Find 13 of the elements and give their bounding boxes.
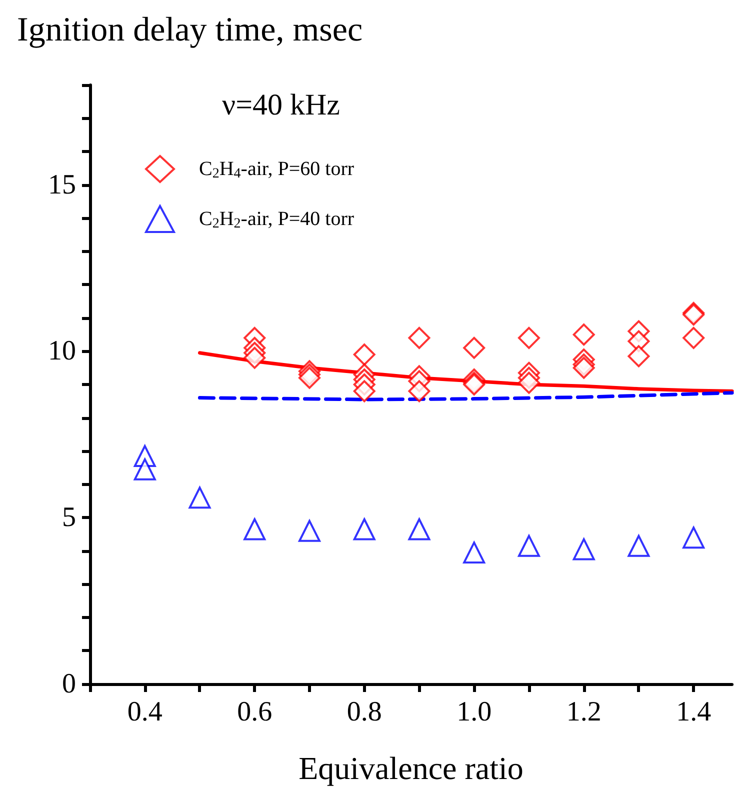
x-tick-label: 1.2 bbox=[566, 696, 602, 728]
y-tick-label: 10 bbox=[48, 336, 76, 367]
x-tick-label: 0.4 bbox=[127, 696, 162, 728]
x-tick-label: 0.8 bbox=[346, 696, 382, 728]
y-tick-label: 0 bbox=[62, 668, 76, 700]
y-tick-label: 15 bbox=[48, 169, 76, 200]
chart-title: Ignition delay time, msec bbox=[17, 12, 363, 48]
x-tick-label: 0.6 bbox=[237, 696, 272, 728]
x-tick-label: 1.4 bbox=[676, 696, 712, 728]
y-tick-label: 5 bbox=[62, 502, 76, 534]
x-axis-title: Equivalence ratio bbox=[298, 750, 524, 786]
annotation: ν=40 kHz bbox=[222, 88, 340, 122]
x-tick-label: 1.0 bbox=[456, 696, 492, 728]
